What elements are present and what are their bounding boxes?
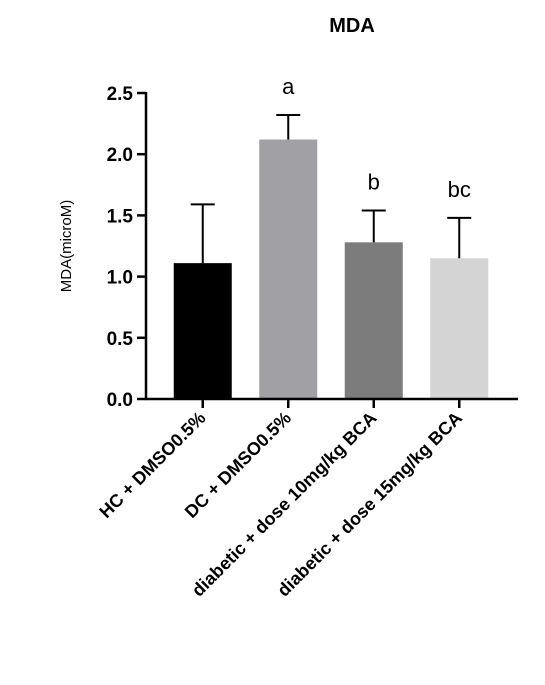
bar xyxy=(430,258,489,399)
y-tick-label: 2.5 xyxy=(107,84,134,105)
significance-label: b xyxy=(368,170,380,195)
y-tick-label: 1.5 xyxy=(107,206,134,227)
bar xyxy=(259,139,318,399)
significance-label: bc xyxy=(448,177,471,202)
bar xyxy=(173,263,232,399)
y-tick-label: 0.0 xyxy=(107,390,133,411)
bar xyxy=(344,242,403,399)
y-tick-label: 0.5 xyxy=(107,329,134,350)
plot-area: ab bc0.00.51.01.52.02.5HC + DMSO0.5%DC + … xyxy=(95,74,518,600)
y-tick-label: 1.0 xyxy=(107,268,133,289)
y-axis-label: MDA(microM) xyxy=(58,200,75,292)
x-tick-label: diabetic + dose 15mg/kg BCA xyxy=(273,408,466,601)
y-tick-label: 2.0 xyxy=(107,145,133,166)
x-tick-label: diabetic + dose 10mg/kg BCA xyxy=(188,408,381,601)
significance-label: a xyxy=(282,74,295,99)
chart-title: MDA xyxy=(329,15,375,37)
